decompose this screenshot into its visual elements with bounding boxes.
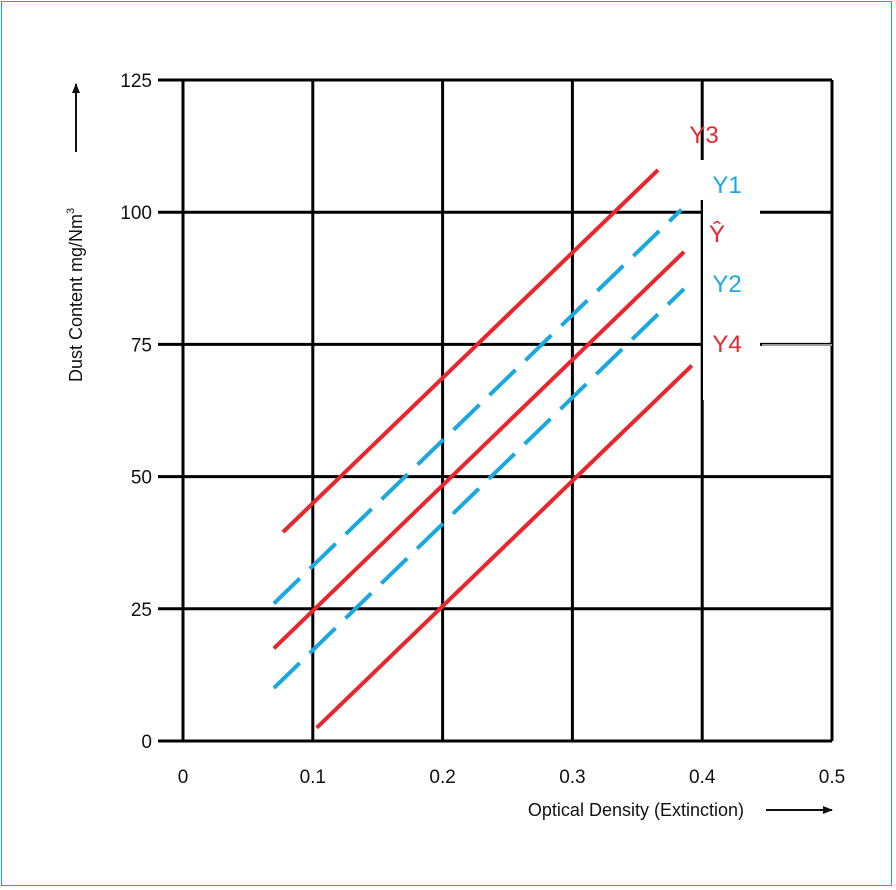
x-axis-title: Optical Density (Extinction) [528, 800, 744, 820]
series-label: Y3 [689, 122, 718, 149]
label-backgrounds [691, 160, 832, 400]
series-line [281, 168, 660, 534]
x-tick-label: 0.1 [300, 767, 326, 788]
series-labels: Y3 Y1 Ŷ Y2 Y4 [689, 122, 741, 358]
y-tick-label: 100 [120, 203, 152, 224]
y-tick-label: 25 [131, 600, 152, 621]
series-label: Y2 [712, 271, 741, 298]
series-label: Ŷ [709, 221, 725, 248]
x-tick-label: 0.4 [689, 767, 716, 788]
y-tick-label: 0 [141, 732, 152, 753]
x-tick-label: 0.5 [819, 767, 845, 788]
y-axis-title-group: Dust Content mg/Nm3 [65, 208, 86, 382]
x-tick-label: 0.2 [429, 767, 455, 788]
x-tick-label: 0 [178, 767, 189, 788]
series-line [272, 250, 686, 650]
grid [158, 78, 834, 743]
y-axis-title: Dust Content mg/Nm3 [65, 208, 86, 382]
y-axis-title-text: Dust Content mg/Nm [66, 214, 86, 382]
y-tick-label: 75 [131, 335, 152, 356]
y-tick-label: 125 [120, 71, 152, 92]
series-label: Y1 [712, 172, 741, 199]
series-lines [272, 168, 694, 730]
y-tick-label: 50 [131, 468, 152, 489]
label-background [703, 200, 760, 400]
series-line [315, 364, 694, 730]
x-tick-label: 0.3 [559, 767, 585, 788]
series-line [272, 208, 683, 605]
series-line [272, 287, 686, 690]
series-label: Y4 [712, 331, 741, 358]
y-axis-title-superscript: 3 [65, 208, 77, 214]
label-background [691, 160, 756, 200]
tick-labels: 0 0.1 0.2 0.3 0.4 0.5 0 25 50 75 100 125 [120, 71, 845, 788]
